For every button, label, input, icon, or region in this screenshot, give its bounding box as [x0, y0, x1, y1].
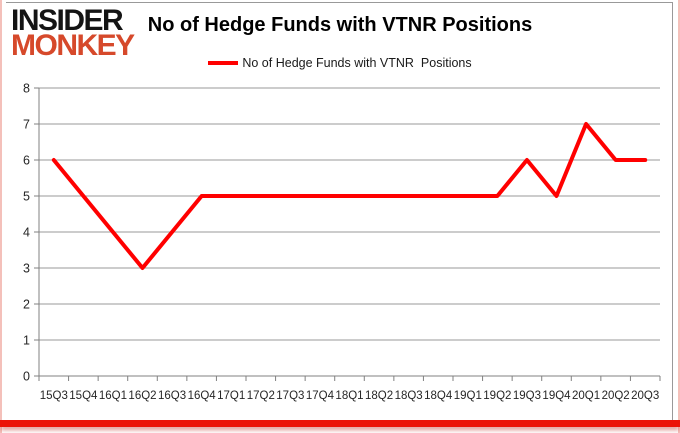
- svg-text:19Q4: 19Q4: [542, 390, 571, 402]
- svg-text:17Q2: 17Q2: [247, 390, 275, 402]
- svg-text:17Q1: 17Q1: [217, 390, 245, 402]
- svg-text:4: 4: [23, 226, 30, 240]
- svg-text:20Q1: 20Q1: [572, 390, 600, 402]
- svg-text:16Q4: 16Q4: [188, 390, 217, 402]
- logo-insider-text: INSIDER: [11, 4, 124, 37]
- svg-text:19Q1: 19Q1: [454, 390, 482, 402]
- svg-text:1: 1: [23, 334, 30, 348]
- svg-text:17Q3: 17Q3: [276, 390, 304, 402]
- top-frame-line: [6, 2, 673, 3]
- svg-text:18Q4: 18Q4: [424, 390, 453, 402]
- svg-text:17Q4: 17Q4: [306, 390, 335, 402]
- bottom-red-accent-bar: [0, 420, 680, 427]
- svg-text:2: 2: [23, 298, 30, 312]
- svg-text:18Q1: 18Q1: [335, 390, 363, 402]
- svg-text:15Q3: 15Q3: [40, 390, 68, 402]
- svg-text:20Q3: 20Q3: [631, 390, 659, 402]
- svg-text:16Q2: 16Q2: [128, 390, 156, 402]
- svg-text:8: 8: [23, 82, 30, 96]
- svg-text:0: 0: [23, 370, 30, 384]
- legend-label: No of Hedge Funds with VTNR Positions: [242, 56, 472, 70]
- svg-text:5: 5: [23, 190, 30, 204]
- svg-text:18Q3: 18Q3: [395, 390, 423, 402]
- chart-title: No of Hedge Funds with VTNR Positions: [147, 14, 533, 36]
- svg-text:15Q4: 15Q4: [69, 390, 98, 402]
- svg-text:6: 6: [23, 154, 30, 168]
- svg-text:18Q2: 18Q2: [365, 390, 393, 402]
- svg-text:16Q1: 16Q1: [99, 390, 127, 402]
- chart-legend: No of Hedge Funds with VTNR Positions: [0, 56, 680, 70]
- right-pink-edge: [678, 0, 680, 433]
- left-pink-edge: [0, 0, 2, 433]
- svg-text:7: 7: [23, 118, 30, 132]
- legend-line-swatch: [208, 61, 239, 65]
- svg-text:16Q3: 16Q3: [158, 390, 186, 402]
- svg-text:19Q3: 19Q3: [513, 390, 541, 402]
- svg-text:20Q2: 20Q2: [602, 390, 630, 402]
- svg-text:19Q2: 19Q2: [483, 390, 511, 402]
- logo-monkey-text: MONKEY: [11, 28, 135, 62]
- svg-text:3: 3: [23, 262, 30, 276]
- right-frame-line: [672, 2, 673, 420]
- insider-monkey-logo: INSIDER MONKEY: [11, 4, 135, 62]
